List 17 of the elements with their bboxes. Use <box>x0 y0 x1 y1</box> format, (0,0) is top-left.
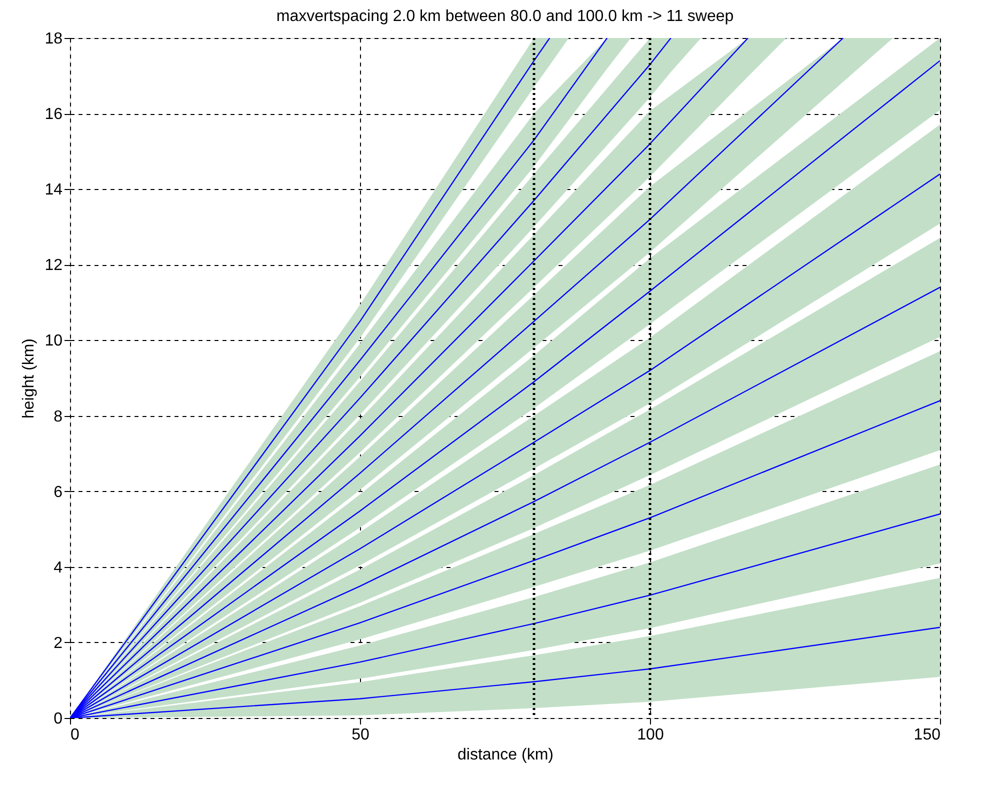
y-tick-label: 6 <box>54 484 63 501</box>
x-tick-label: 150 <box>914 726 941 744</box>
y-tick-label: 4 <box>54 559 63 576</box>
y-tick-label: 12 <box>44 257 63 274</box>
y-tick-label: 10 <box>44 332 63 350</box>
x-tick-label: 100 <box>637 726 664 744</box>
y-tick-label: 2 <box>54 634 63 652</box>
y-tick-label: 8 <box>54 408 63 426</box>
y-tick-label: 14 <box>44 182 63 199</box>
y-tick-label: 0 <box>54 710 63 728</box>
x-axis-title: distance (km) <box>457 746 554 764</box>
x-tick-label: 50 <box>352 726 370 744</box>
y-tick-label: 16 <box>44 106 63 124</box>
chart-title: maxvertspacing 2.0 km between 80.0 and 100.0 km -> 11 sweep <box>276 8 734 25</box>
y-tick-label: 18 <box>44 30 63 48</box>
x-tick-label: 0 <box>70 726 80 744</box>
y-axis-title: height (km) <box>20 338 38 419</box>
